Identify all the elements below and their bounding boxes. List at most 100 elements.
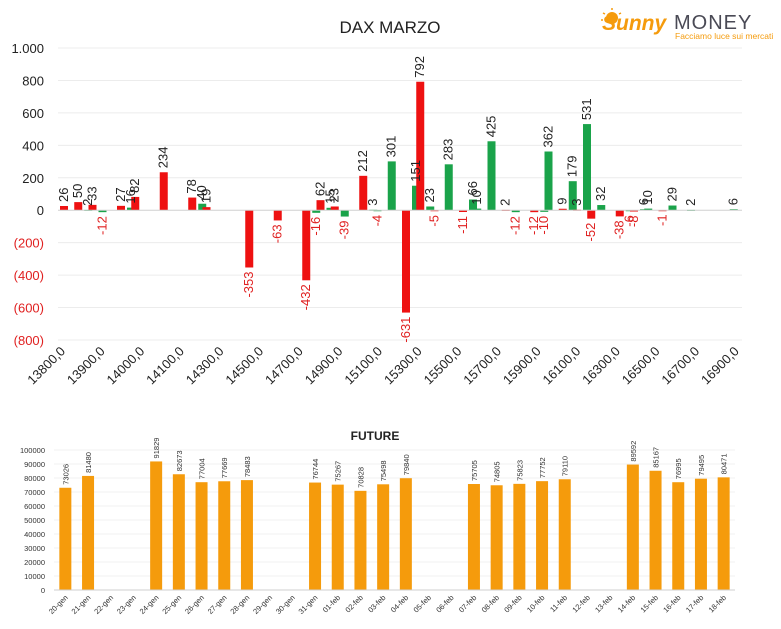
bar (60, 206, 68, 211)
bar (668, 205, 677, 211)
x-tick-label: 13-feb (593, 593, 614, 614)
bar (412, 185, 420, 211)
chart-title: DAX MARZO (339, 18, 440, 37)
data-label: 151 (408, 160, 423, 182)
data-label: -11 (455, 216, 470, 234)
brand-tagline: Facciamo luce sui mercati (675, 31, 773, 41)
x-tick-label: 12-feb (570, 593, 591, 614)
bar (583, 124, 591, 211)
bar (159, 172, 168, 211)
x-tick-label: 14300,0 (183, 344, 227, 388)
bar (544, 151, 553, 211)
bar (467, 484, 480, 590)
data-label: 91829 (152, 438, 161, 459)
x-axis: 20-gen 21-gen 22-gen 23-gen 24-gen 25-gen 26-g… (47, 589, 735, 616)
data-label: 85167 (652, 447, 661, 468)
bar (558, 479, 571, 590)
y-axis: 1.000 800 600 400 200 0 (200) (400) (600) (800) (11, 41, 44, 348)
data-label: 212 (355, 150, 370, 172)
data-label: 82 (127, 178, 142, 192)
bar (273, 210, 282, 221)
data-label: -12 (508, 216, 523, 235)
bar (359, 175, 368, 211)
data-label: -631 (398, 317, 413, 343)
y-tick-label: 40000 (24, 530, 45, 539)
data-label: 79495 (697, 455, 706, 476)
x-tick-label: 21-gen (70, 593, 93, 616)
data-label: 15 (323, 189, 338, 203)
y-axis: 1000009000080000700006000050000400003000… (20, 446, 45, 595)
x-tick-label: 14700,0 (262, 344, 306, 388)
data-label: 79840 (402, 454, 411, 475)
data-label: 23 (327, 188, 342, 202)
data-label: 6 (636, 198, 651, 205)
x-tick-label: 15100,0 (341, 344, 385, 388)
gridlines (54, 449, 735, 577)
x-tick-label: 09-feb (502, 593, 523, 614)
bar (649, 470, 662, 590)
bar (558, 208, 567, 211)
bar (316, 200, 325, 211)
bar (218, 481, 231, 590)
data-label: 3 (365, 199, 380, 206)
x-tick-label: 23-gen (115, 593, 138, 616)
bar (172, 474, 185, 590)
bar (513, 483, 526, 590)
x-tick-label: 15300,0 (381, 344, 425, 388)
x-tick-label: 15700,0 (460, 344, 504, 388)
bar (88, 204, 97, 211)
future-chart: FUTURE 100000900008000070000600005000040… (20, 429, 735, 616)
x-tick-label: 26-gen (183, 593, 206, 616)
bar (530, 210, 539, 213)
data-label: 82673 (175, 450, 184, 471)
chart-title: FUTURE (351, 429, 400, 443)
x-tick-label: 15500,0 (421, 344, 465, 388)
bar (127, 207, 135, 211)
data-label: 32 (593, 187, 608, 201)
bar (626, 464, 639, 590)
x-tick-label: 10-feb (525, 593, 546, 614)
data-label: 75823 (515, 460, 524, 481)
data-label: 16 (123, 189, 138, 203)
sun-icon (601, 8, 622, 24)
bar (402, 210, 410, 313)
bar (98, 210, 107, 213)
bar (644, 208, 653, 211)
data-label: -39 (337, 221, 352, 240)
brand-name-money: MONEY (674, 12, 752, 34)
bars (60, 81, 738, 313)
bar (694, 478, 707, 590)
x-tick-label: 20-gen (47, 593, 70, 616)
x-tick-label: 18-feb (707, 593, 728, 614)
data-label: -63 (270, 224, 285, 243)
x-tick-label: 02-feb (343, 593, 364, 614)
bar (597, 205, 606, 211)
y-tick-label: 1.000 (11, 41, 44, 56)
x-tick-label: 08-feb (480, 593, 501, 614)
data-label: 10 (469, 190, 484, 204)
data-label: 2 (683, 199, 698, 206)
bar (487, 141, 496, 211)
data-label: 234 (156, 147, 171, 169)
bar (426, 206, 435, 211)
sunny-money-logo: Sunny MONEY Facciamo luce sui mercati (601, 8, 773, 41)
data-label: -1 (655, 214, 670, 226)
y-tick-label: 10000 (24, 572, 45, 581)
bar (459, 210, 467, 213)
x-tick-label: 14900,0 (302, 344, 346, 388)
bar (587, 210, 596, 219)
data-label: 26 (56, 188, 71, 202)
x-tick-label: 25-gen (160, 593, 183, 616)
bar (540, 210, 549, 212)
data-label: 33 (84, 186, 99, 200)
data-label: 74805 (493, 461, 502, 482)
data-label: 80471 (720, 453, 729, 474)
x-tick-label: 17-feb (684, 593, 705, 614)
data-labels: 73026 81480 91829 82673 77004 77669 78483 76744… (61, 438, 728, 488)
bar (202, 207, 211, 211)
bar (302, 210, 311, 281)
data-label: 76744 (311, 459, 320, 480)
bar (309, 482, 322, 590)
data-label: 3 (569, 199, 584, 206)
x-tick-label: 15-feb (639, 593, 660, 614)
